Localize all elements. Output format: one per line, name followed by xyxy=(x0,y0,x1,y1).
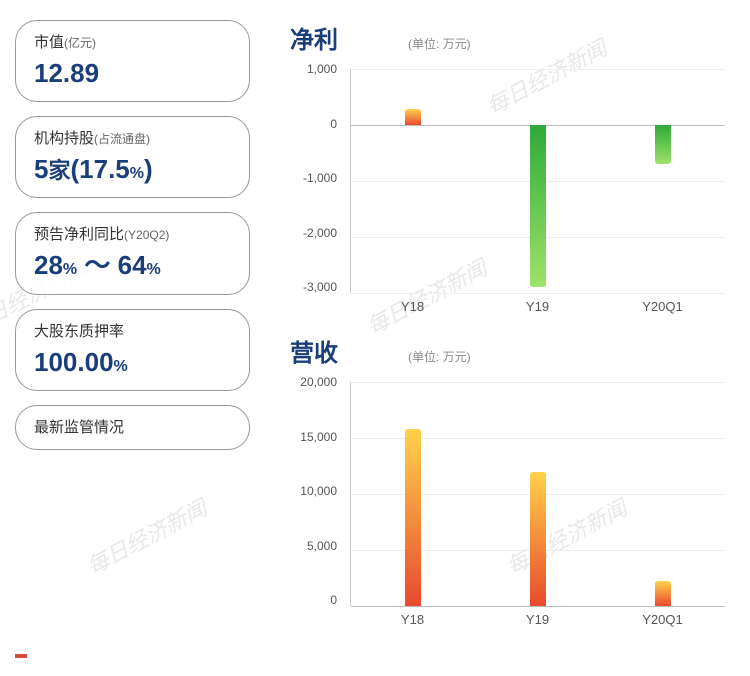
stat-label: 大股东质押率 xyxy=(34,323,124,340)
x-label: Y19 xyxy=(475,612,600,636)
stat-sublabel: (Y20Q2) xyxy=(124,228,169,242)
x-axis: Y18Y19Y20Q1 xyxy=(350,299,725,323)
chart-bar xyxy=(530,125,546,287)
x-label: Y18 xyxy=(350,299,475,323)
stat-label: 最新监管情况 xyxy=(34,419,124,436)
stat-pledge: 大股东质押率 100.00% xyxy=(15,309,250,391)
chart-plot xyxy=(350,382,725,606)
y-tick: 15,000 xyxy=(275,431,345,443)
stat-institutional: 机构持股(占流通盘) 5家(17.5%) xyxy=(15,116,250,198)
y-tick: 1,000 xyxy=(275,63,345,75)
y-axis: 1,000 0 -1,000 -2,000 -3,000 xyxy=(275,63,345,293)
stat-profit-forecast: 预告净利同比(Y20Q2) 28% ～ 64% xyxy=(15,212,250,294)
y-tick: 0 xyxy=(275,118,345,130)
stat-label: 预告净利同比 xyxy=(34,226,124,243)
chart-unit: (单位: 万元) xyxy=(408,35,471,52)
stats-panel: 市值(亿元) 12.89 机构持股(占流通盘) 5家(17.5%) 预告净利同比… xyxy=(15,20,250,636)
chart-unit: (单位: 万元) xyxy=(408,348,471,365)
stat-label: 市值 xyxy=(34,34,64,51)
stat-label: 机构持股 xyxy=(34,130,94,147)
chart-bar xyxy=(405,109,421,125)
stat-value: 12.89 xyxy=(34,58,231,89)
y-tick: -3,000 xyxy=(275,281,345,293)
y-tick: 5,000 xyxy=(275,540,345,552)
stat-value: 100.00% xyxy=(34,347,231,378)
y-axis: 20,000 15,000 10,000 5,000 0 xyxy=(275,376,345,606)
revenue-chart: 营收 (单位: 万元) 20,000 15,000 10,000 5,000 0 Y18… xyxy=(275,333,735,636)
chart-bar xyxy=(405,429,421,606)
x-axis: Y18Y19Y20Q1 xyxy=(350,612,725,636)
chart-bar xyxy=(530,472,546,606)
stat-value: 5家(17.5%) xyxy=(34,154,231,185)
chart-bar xyxy=(655,581,671,606)
stat-sublabel: (占流通盘) xyxy=(94,132,150,146)
profit-chart: 净利 (单位: 万元) 1,000 0 -1,000 -2,000 -3,000 Y18… xyxy=(275,20,735,323)
chart-title: 净利 xyxy=(290,20,338,55)
stat-market-cap: 市值(亿元) 12.89 xyxy=(15,20,250,102)
y-tick: 10,000 xyxy=(275,485,345,497)
stat-sublabel: (亿元) xyxy=(64,36,96,50)
stat-regulatory: 最新监管情况 xyxy=(15,405,250,450)
x-label: Y19 xyxy=(475,299,600,323)
x-label: Y20Q1 xyxy=(600,612,725,636)
chart-plot xyxy=(350,69,725,293)
x-label: Y20Q1 xyxy=(600,299,725,323)
chart-title: 营收 xyxy=(290,333,338,368)
y-tick: -1,000 xyxy=(275,172,345,184)
charts-panel: 净利 (单位: 万元) 1,000 0 -1,000 -2,000 -3,000 Y18… xyxy=(250,20,735,636)
y-tick: 0 xyxy=(275,594,345,606)
y-tick: -2,000 xyxy=(275,227,345,239)
stat-value: 28% ～ 64% xyxy=(34,250,231,281)
chart-bar xyxy=(655,125,671,164)
x-label: Y18 xyxy=(350,612,475,636)
y-tick: 20,000 xyxy=(275,376,345,388)
